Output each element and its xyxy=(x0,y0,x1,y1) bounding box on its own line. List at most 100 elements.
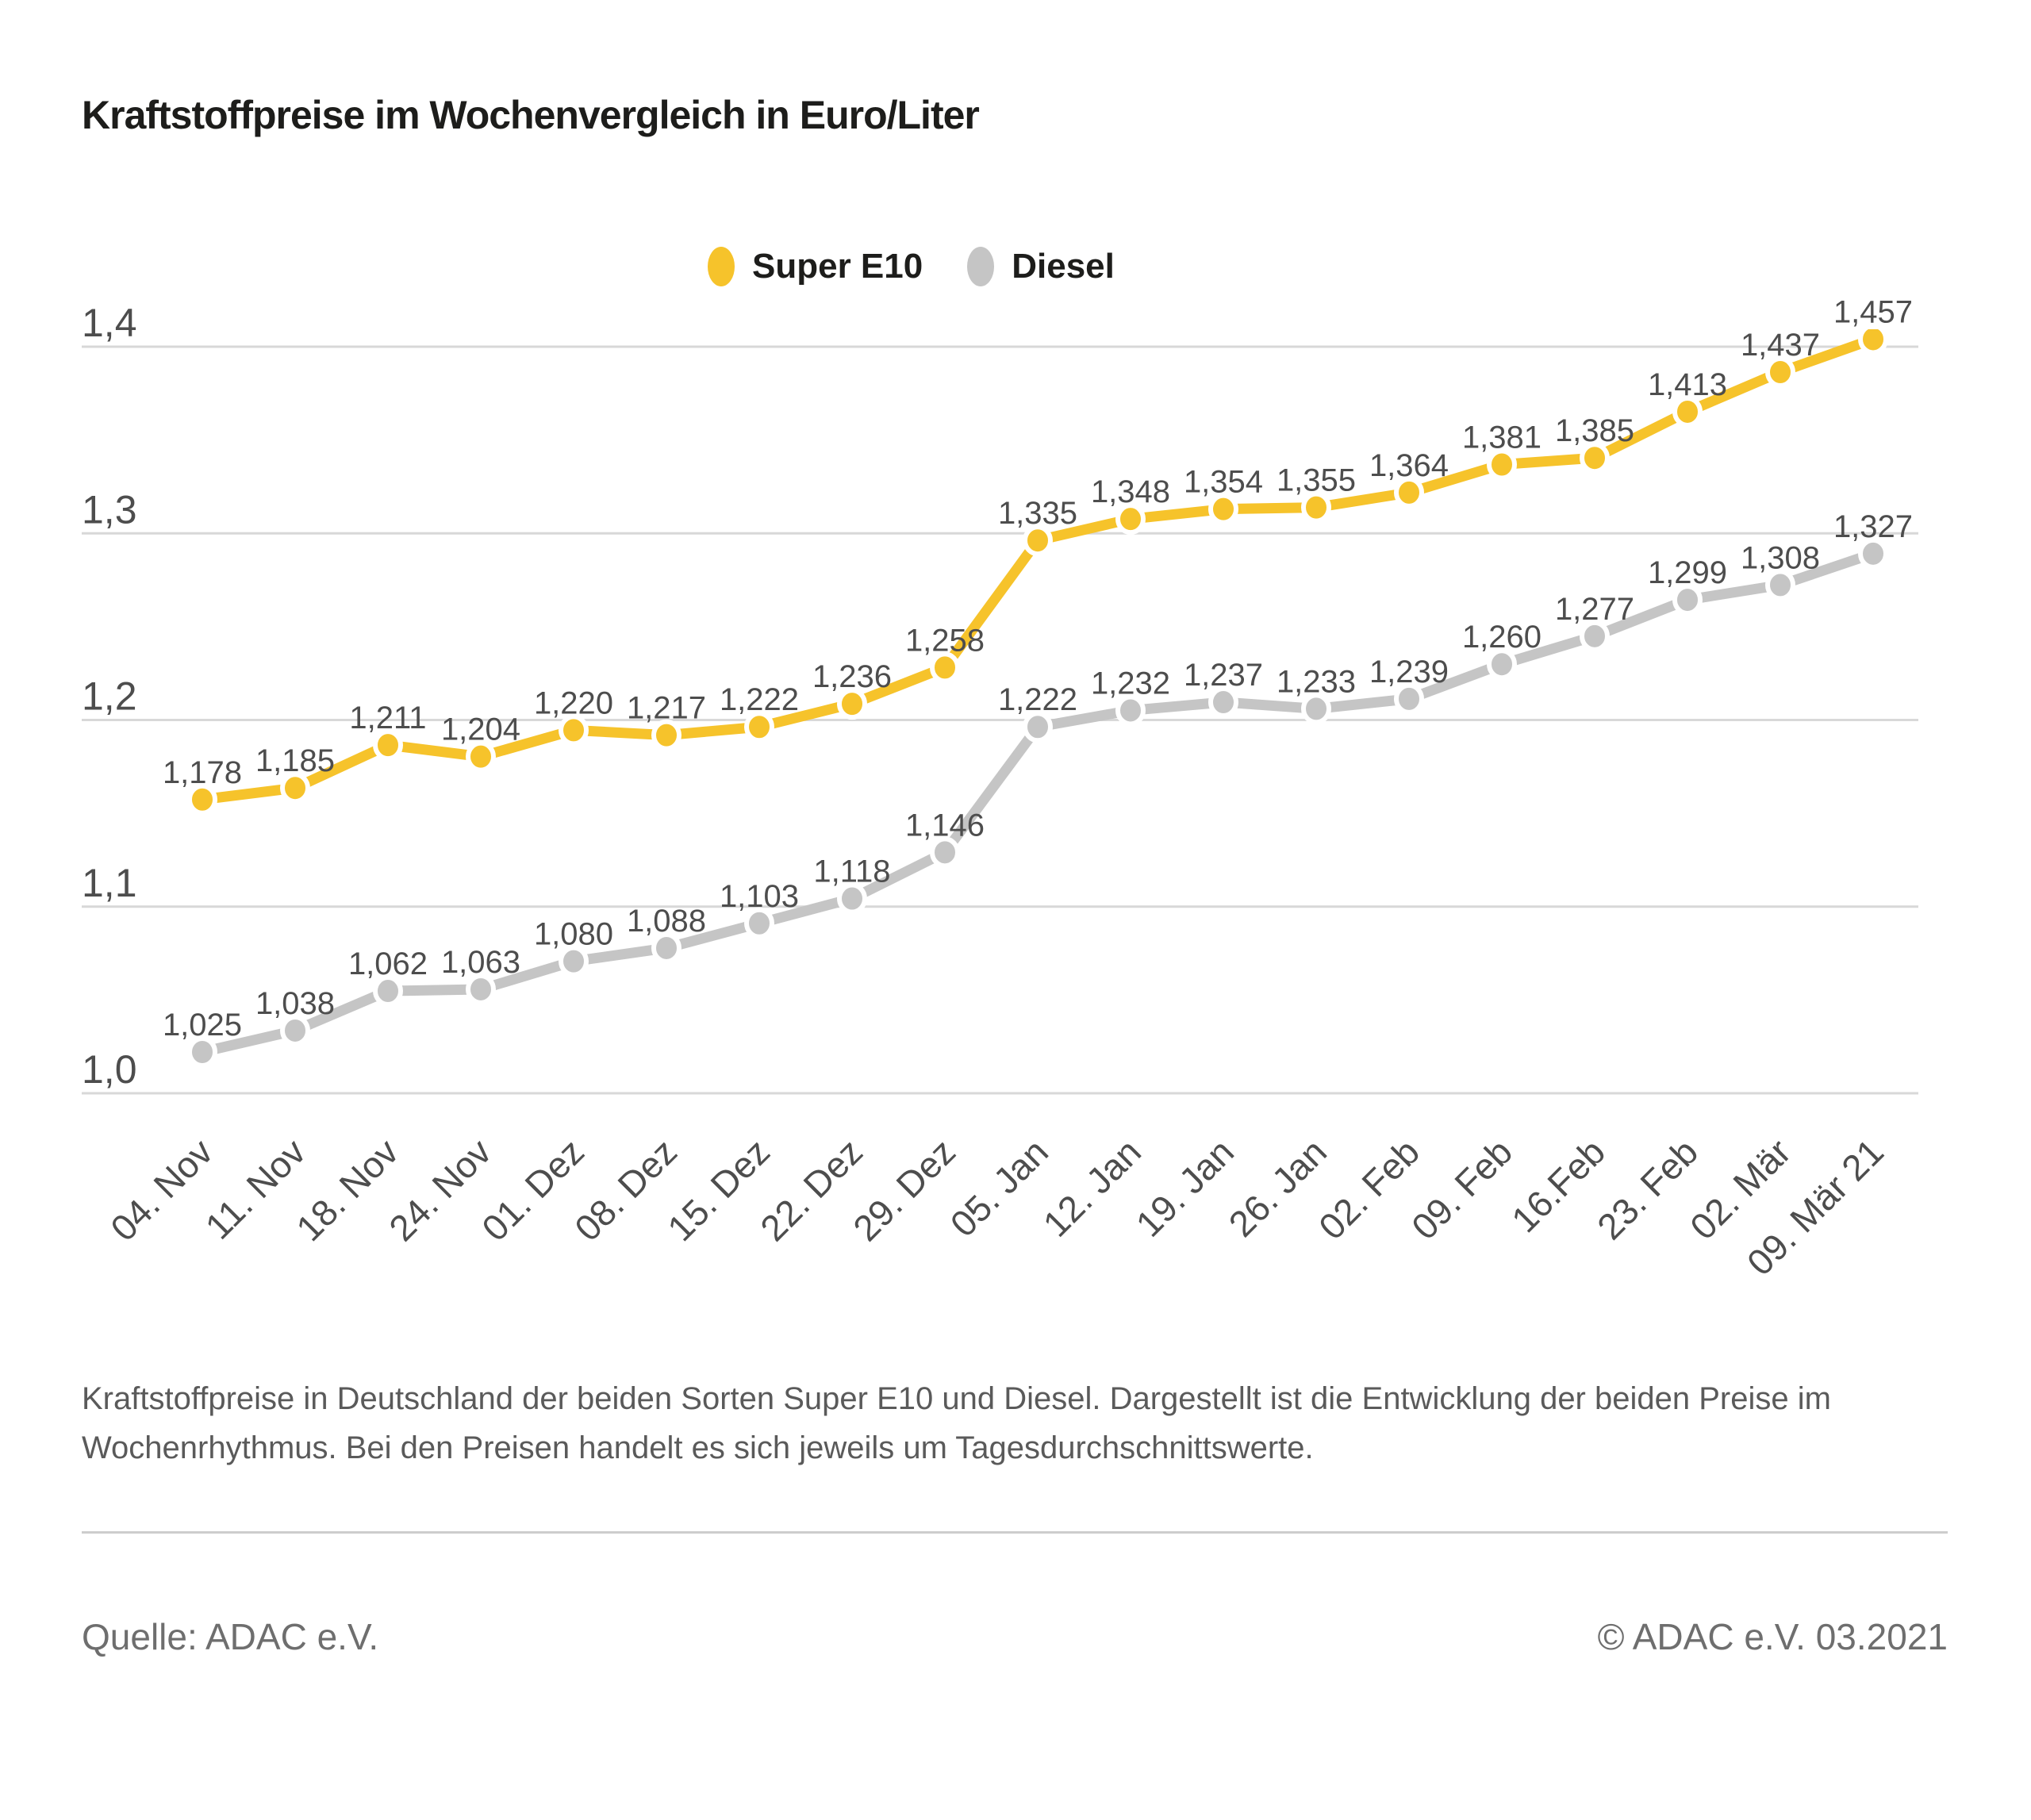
x-axis-label: 29. Dez xyxy=(845,1131,963,1249)
data-point-marker-diesel xyxy=(280,1014,310,1046)
data-point-label-super-e10: 1,185 xyxy=(255,743,335,778)
data-point-label-diesel: 1,260 xyxy=(1462,620,1541,655)
data-point-label-diesel: 1,062 xyxy=(348,946,428,981)
data-point-marker-diesel xyxy=(1208,686,1238,719)
chart-title: Kraftstoffpreise im Wochenvergleich in E… xyxy=(82,93,980,137)
data-point-marker-super-e10 xyxy=(1487,448,1517,481)
x-axis-label: 04. Nov xyxy=(102,1131,221,1249)
divider xyxy=(82,1531,1948,1534)
data-point-label-super-e10: 1,381 xyxy=(1462,420,1541,455)
data-point-marker-super-e10 xyxy=(1115,503,1146,536)
data-point-label-super-e10: 1,220 xyxy=(534,685,613,720)
data-point-label-super-e10: 1,348 xyxy=(1091,474,1170,509)
x-axis-label: 09. Feb xyxy=(1403,1131,1520,1247)
data-point-label-diesel: 1,038 xyxy=(255,986,335,1021)
data-point-label-super-e10: 1,204 xyxy=(441,712,520,747)
data-point-label-super-e10: 1,457 xyxy=(1833,294,1913,329)
data-point-label-diesel: 1,239 xyxy=(1369,655,1449,689)
data-point-label-super-e10: 1,355 xyxy=(1277,463,1356,498)
data-point-label-diesel: 1,233 xyxy=(1277,664,1356,699)
data-point-marker-diesel xyxy=(1023,711,1053,743)
footer: Quelle: ADAC e.V. © ADAC e.V. 03.2021 xyxy=(82,1615,1948,1658)
caption-line-2: Wochenrhythmus. Bei den Preisen handelt … xyxy=(82,1430,1314,1465)
data-point-marker-super-e10 xyxy=(744,711,774,743)
data-point-marker-super-e10 xyxy=(1208,493,1238,525)
data-point-marker-super-e10 xyxy=(1394,476,1424,509)
data-point-label-super-e10: 1,222 xyxy=(720,682,799,717)
legend-item-diesel: Diesel xyxy=(967,247,1115,286)
data-point-marker-super-e10 xyxy=(1858,329,1888,355)
data-point-label-super-e10: 1,258 xyxy=(905,623,985,658)
data-point-marker-diesel xyxy=(1115,694,1146,727)
x-axis-label: 24. Nov xyxy=(381,1131,499,1249)
data-point-label-diesel: 1,103 xyxy=(720,879,799,914)
data-point-marker-super-e10 xyxy=(373,729,403,762)
data-point-label-diesel: 1,308 xyxy=(1741,540,1820,575)
legend-item-super-e10: Super E10 xyxy=(708,247,923,286)
data-point-label-super-e10: 1,437 xyxy=(1741,328,1820,363)
x-axis-label: 12. Jan xyxy=(1035,1131,1149,1244)
caption: Kraftstoffpreise in Deutschland der beid… xyxy=(82,1374,1831,1473)
data-point-marker-diesel xyxy=(466,973,496,1005)
x-axis-label: 05. Jan xyxy=(943,1131,1056,1244)
data-point-label-diesel: 1,088 xyxy=(627,904,706,939)
data-point-label-diesel: 1,063 xyxy=(441,945,520,980)
data-point-marker-diesel xyxy=(373,975,403,1008)
data-point-marker-diesel xyxy=(1487,648,1517,681)
data-point-label-diesel: 1,025 xyxy=(163,1008,242,1042)
data-point-label-super-e10: 1,364 xyxy=(1369,448,1449,483)
x-axis-label: 08. Dez xyxy=(566,1131,685,1249)
data-point-label-super-e10: 1,236 xyxy=(812,659,892,694)
x-axis-label: 19. Jan xyxy=(1128,1131,1242,1244)
data-point-label-diesel: 1,146 xyxy=(905,808,985,843)
data-point-label-diesel: 1,237 xyxy=(1184,658,1263,693)
data-point-marker-diesel xyxy=(837,882,867,915)
data-point-marker-super-e10 xyxy=(1765,356,1795,389)
legend-label-diesel: Diesel xyxy=(1012,247,1115,286)
data-point-marker-diesel xyxy=(1672,584,1703,616)
y-axis-label: 1,0 xyxy=(82,1047,137,1092)
data-point-label-diesel: 1,118 xyxy=(813,854,890,889)
y-axis-label: 1,3 xyxy=(82,487,137,532)
data-point-marker-diesel xyxy=(559,945,589,977)
data-point-marker-diesel xyxy=(1580,620,1610,652)
data-point-marker-super-e10 xyxy=(651,719,681,751)
data-point-marker-super-e10 xyxy=(930,651,960,684)
data-point-label-diesel: 1,232 xyxy=(1091,666,1170,701)
x-axis-label: 26. Jan xyxy=(1221,1131,1334,1244)
y-axis-label: 1,2 xyxy=(82,674,137,719)
legend-label-super-e10: Super E10 xyxy=(752,247,923,286)
data-point-marker-super-e10 xyxy=(187,783,217,816)
legend-dot-super-e10-icon xyxy=(708,247,735,286)
x-axis-label: 11. Nov xyxy=(198,1131,313,1246)
plot-area xyxy=(187,329,1888,1068)
data-point-marker-diesel xyxy=(1394,682,1424,715)
x-axis-label: 02. Feb xyxy=(1311,1131,1427,1247)
data-point-marker-super-e10 xyxy=(1023,524,1053,557)
data-point-marker-super-e10 xyxy=(1301,491,1331,524)
data-point-label-diesel: 1,222 xyxy=(998,682,1077,717)
y-axis-label: 1,1 xyxy=(82,861,137,905)
x-axis-label: 23. Feb xyxy=(1589,1131,1706,1247)
data-point-label-super-e10: 1,385 xyxy=(1555,413,1634,448)
data-point-label-super-e10: 1,211 xyxy=(349,701,426,735)
data-point-marker-diesel xyxy=(187,1036,217,1068)
caption-line-1: Kraftstoffpreise in Deutschland der beid… xyxy=(82,1381,1831,1416)
x-axis-label: 22. Dez xyxy=(752,1131,870,1249)
data-point-marker-super-e10 xyxy=(1580,442,1610,474)
data-point-marker-super-e10 xyxy=(466,740,496,773)
data-point-marker-diesel xyxy=(744,907,774,939)
data-point-marker-super-e10 xyxy=(837,688,867,720)
data-point-label-super-e10: 1,413 xyxy=(1648,367,1727,402)
data-point-label-super-e10: 1,335 xyxy=(998,496,1077,531)
data-point-label-diesel: 1,299 xyxy=(1648,555,1727,590)
x-axis-label: 15. Dez xyxy=(659,1131,777,1249)
legend-dot-diesel-icon xyxy=(967,247,995,286)
data-point-marker-super-e10 xyxy=(280,772,310,804)
data-point-label-diesel: 1,080 xyxy=(534,917,613,952)
data-point-label-super-e10: 1,354 xyxy=(1184,465,1263,500)
copyright: © ADAC e.V. 03.2021 xyxy=(1597,1616,1948,1657)
x-axis-label: 01. Dez xyxy=(474,1131,592,1249)
data-point-label-diesel: 1,277 xyxy=(1555,592,1634,627)
